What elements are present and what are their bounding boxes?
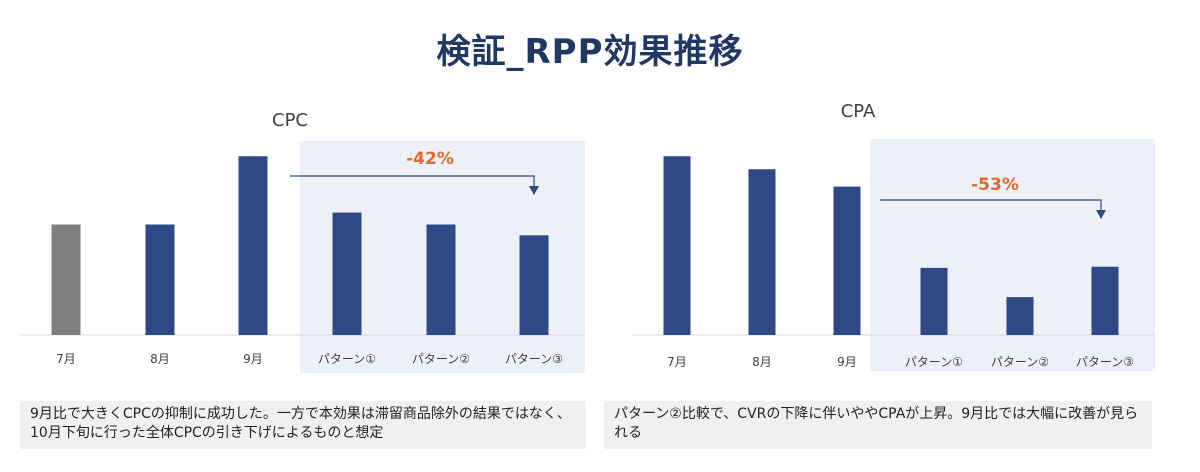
cpc-x-tick-label: パターン① bbox=[318, 352, 376, 366]
cpa-pattern-highlight bbox=[870, 139, 1155, 371]
cpa-bar-1 bbox=[663, 156, 691, 335]
cpa-arrow-head bbox=[1096, 210, 1106, 219]
cpc-change-label: -42% bbox=[406, 149, 454, 169]
cpc-x-tick-label: パターン② bbox=[412, 352, 470, 366]
cpa-bar-3 bbox=[833, 186, 861, 335]
cpa-x-tick-label: パターン③ bbox=[1076, 355, 1134, 369]
cpc-chart-title: CPC bbox=[272, 110, 308, 131]
cpa-x-tick-label: 7月 bbox=[667, 355, 687, 369]
page-title: 検証_RPP効果推移 bbox=[436, 32, 744, 72]
cpc-bar-2 bbox=[145, 224, 175, 335]
cpa-x-tick-label: 8月 bbox=[752, 355, 772, 369]
cpa-change-arrow bbox=[880, 199, 1102, 212]
cpc-bar-3 bbox=[238, 156, 268, 335]
cpa-x-tick-label: パターン① bbox=[905, 355, 963, 369]
cpa-bar-2 bbox=[748, 169, 776, 335]
cpa-chart-title: CPA bbox=[841, 101, 876, 122]
cpc-x-tick-label: 7月 bbox=[56, 352, 76, 366]
cpc-note: 9月比で大きくCPCの抑制に成功した。一方で本効果は滞留商品除外の結果ではなく、… bbox=[20, 401, 586, 449]
cpa-x-tick-label: 9月 bbox=[837, 355, 857, 369]
cpc-bar-6 bbox=[519, 235, 549, 335]
cpa-bar-5 bbox=[1006, 297, 1034, 335]
cpa-x-tick-label: パターン② bbox=[991, 355, 1049, 369]
cpa-change-label: -53% bbox=[971, 175, 1019, 195]
cpc-x-tick-label: パターン③ bbox=[505, 352, 563, 366]
cpa-note: パターン②比較で、CVRの下降に伴いややCPAが上昇。9月比では大幅に改善が見ら… bbox=[604, 401, 1152, 449]
cpc-bar-1 bbox=[51, 224, 81, 335]
cpa-bar-4 bbox=[920, 267, 948, 335]
cpc-bar-5 bbox=[426, 224, 456, 335]
cpa-bar-6 bbox=[1091, 266, 1119, 335]
cpc-bar-4 bbox=[332, 212, 362, 335]
cpc-change-arrow bbox=[290, 175, 535, 188]
cpc-arrow-head bbox=[529, 186, 539, 195]
cpc-x-tick-label: 8月 bbox=[150, 352, 170, 366]
cpc-x-tick-label: 9月 bbox=[243, 352, 263, 366]
